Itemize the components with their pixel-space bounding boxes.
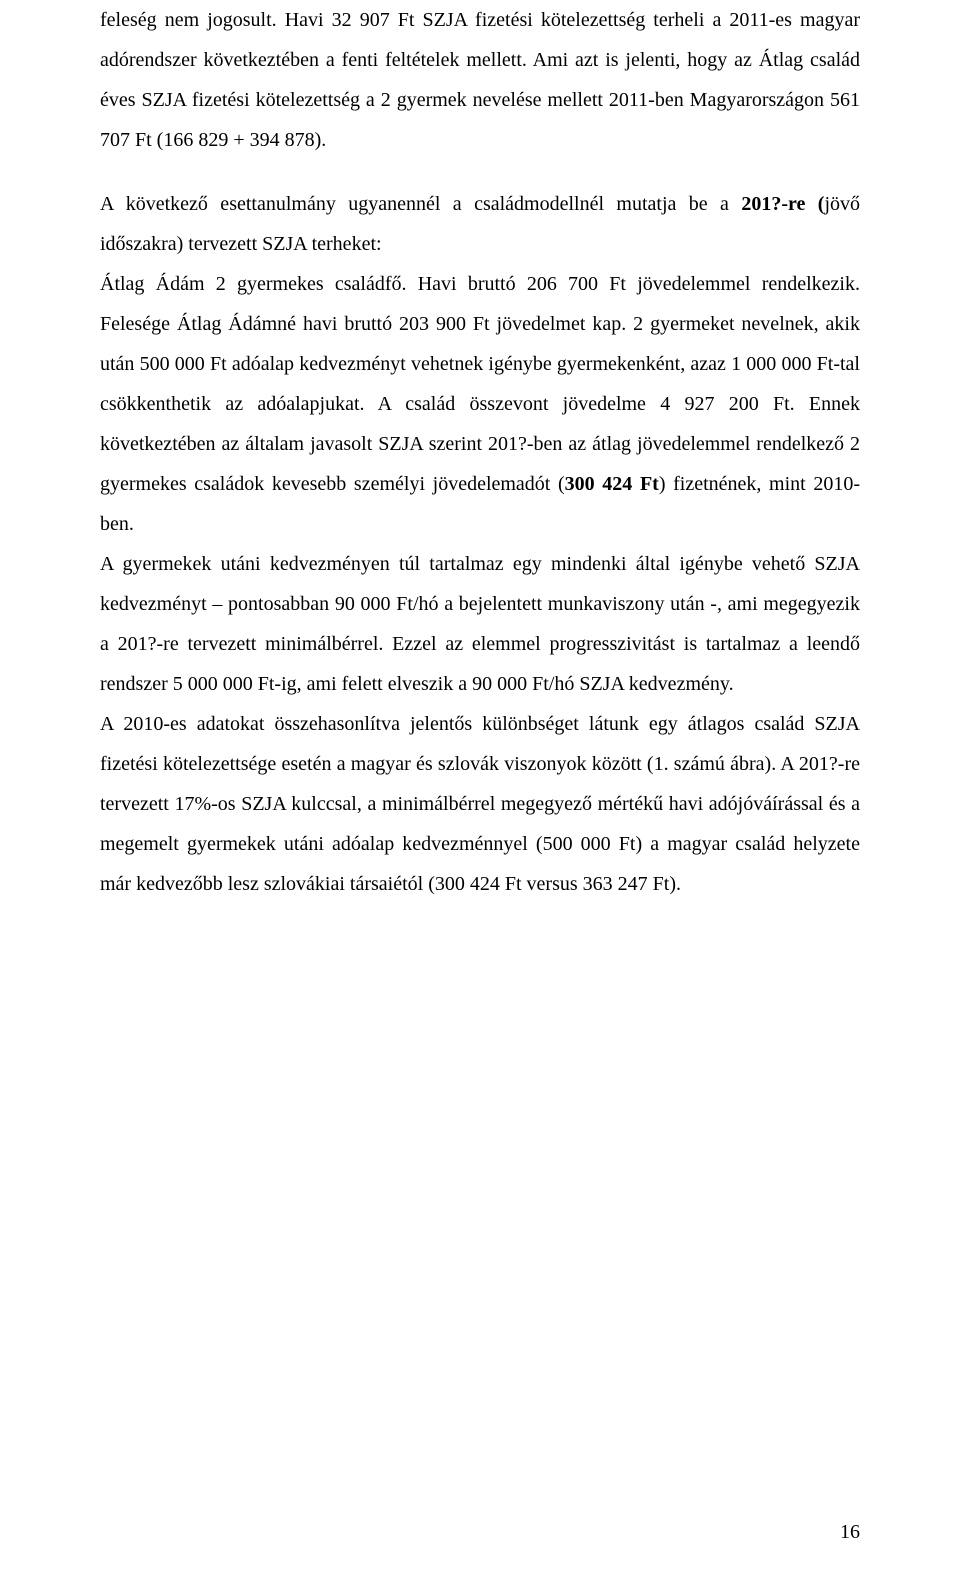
text-p2-bold: 201?-re (: [741, 193, 824, 215]
text-p4: A gyermekek utáni kedvezményen túl tarta…: [100, 553, 860, 695]
text-p5: A 2010-es adatokat összehasonlítva jelen…: [100, 713, 860, 895]
paragraph-1: feleség nem jogosult. Havi 32 907 Ft SZJ…: [100, 0, 860, 160]
paragraph-4: A gyermekek utáni kedvezményen túl tarta…: [100, 544, 860, 704]
paragraph-2: A következő esettanulmány ugyanennél a c…: [100, 184, 860, 264]
document-page: feleség nem jogosult. Havi 32 907 Ft SZJ…: [0, 0, 960, 1574]
page-number: 16: [840, 1521, 860, 1544]
text-p1: feleség nem jogosult. Havi 32 907 Ft SZJ…: [100, 9, 860, 151]
text-p3-bold: 300 424 Ft: [565, 473, 659, 495]
text-p2-lead: A következő esettanulmány ugyanennél a c…: [100, 193, 741, 215]
paragraph-3: Átlag Ádám 2 gyermekes családfő. Havi br…: [100, 264, 860, 544]
text-p3-a: Átlag Ádám 2 gyermekes családfő. Havi br…: [100, 273, 860, 495]
paragraph-5: A 2010-es adatokat összehasonlítva jelen…: [100, 704, 860, 904]
